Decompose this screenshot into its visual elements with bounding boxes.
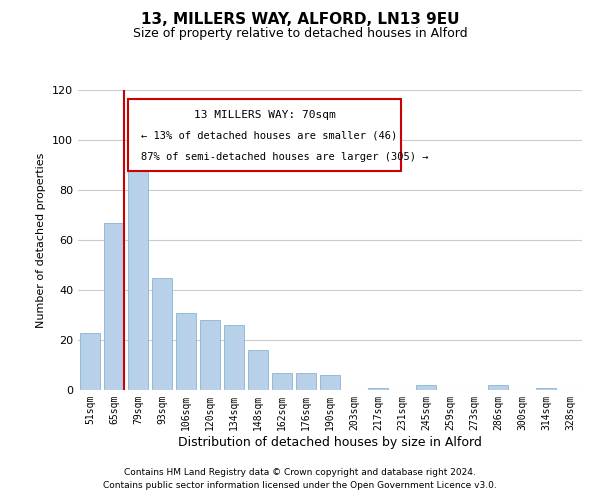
Bar [80,332,100,390]
Bar [176,312,196,390]
Bar [200,320,220,390]
Bar [224,325,244,390]
Bar [368,388,388,390]
Bar [128,170,148,390]
Bar [248,350,268,390]
Bar [104,222,124,390]
Bar [320,375,340,390]
Text: 13, MILLERS WAY, ALFORD, LN13 9EU: 13, MILLERS WAY, ALFORD, LN13 9EU [141,12,459,28]
Text: ← 13% of detached houses are smaller (46): ← 13% of detached houses are smaller (46… [141,130,397,140]
Bar [536,388,556,390]
Bar [152,278,172,390]
Bar [488,385,508,390]
Text: 87% of semi-detached houses are larger (305) →: 87% of semi-detached houses are larger (… [141,152,428,162]
Bar [416,385,436,390]
Text: Size of property relative to detached houses in Alford: Size of property relative to detached ho… [133,28,467,40]
Bar [272,372,292,390]
Text: Contains HM Land Registry data © Crown copyright and database right 2024.: Contains HM Land Registry data © Crown c… [124,468,476,477]
Text: Contains public sector information licensed under the Open Government Licence v3: Contains public sector information licen… [103,480,497,490]
Y-axis label: Number of detached properties: Number of detached properties [37,152,46,328]
Bar [296,372,316,390]
Text: 13 MILLERS WAY: 70sqm: 13 MILLERS WAY: 70sqm [194,110,335,120]
FancyBboxPatch shape [128,99,401,171]
Text: Distribution of detached houses by size in Alford: Distribution of detached houses by size … [178,436,482,449]
